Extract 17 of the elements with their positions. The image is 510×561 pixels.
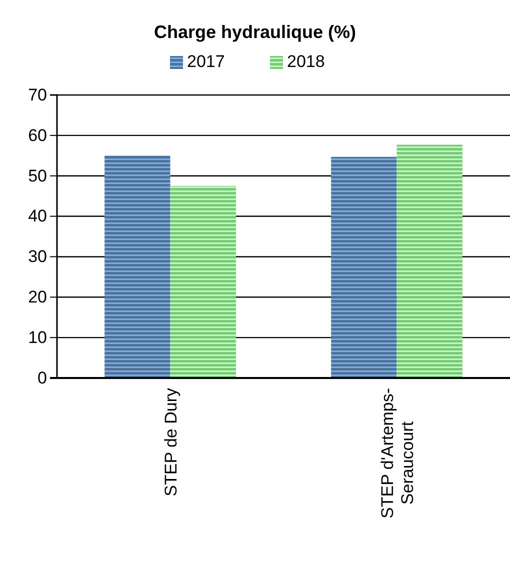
- bar: [396, 144, 462, 378]
- y-tick-label: 50: [28, 166, 47, 186]
- y-tick-label: 60: [28, 126, 47, 145]
- bar: [331, 156, 397, 378]
- y-tick-label: 0: [38, 368, 47, 388]
- legend-label: 2017: [187, 52, 225, 71]
- bar: [104, 156, 170, 378]
- y-tick-label: 40: [28, 206, 47, 226]
- x-tick-label: STEP d'Artemps-Seraucourt: [378, 388, 417, 518]
- y-tick-label: 20: [28, 288, 47, 307]
- bar: [170, 186, 236, 378]
- y-tick-label: 70: [28, 85, 47, 104]
- chart-title: Charge hydraulique (%): [154, 22, 356, 42]
- y-tick-label: 10: [28, 328, 47, 348]
- legend-label: 2018: [287, 52, 325, 71]
- x-tick-label: STEP de Dury: [161, 388, 180, 496]
- y-tick-label: 30: [28, 247, 47, 266]
